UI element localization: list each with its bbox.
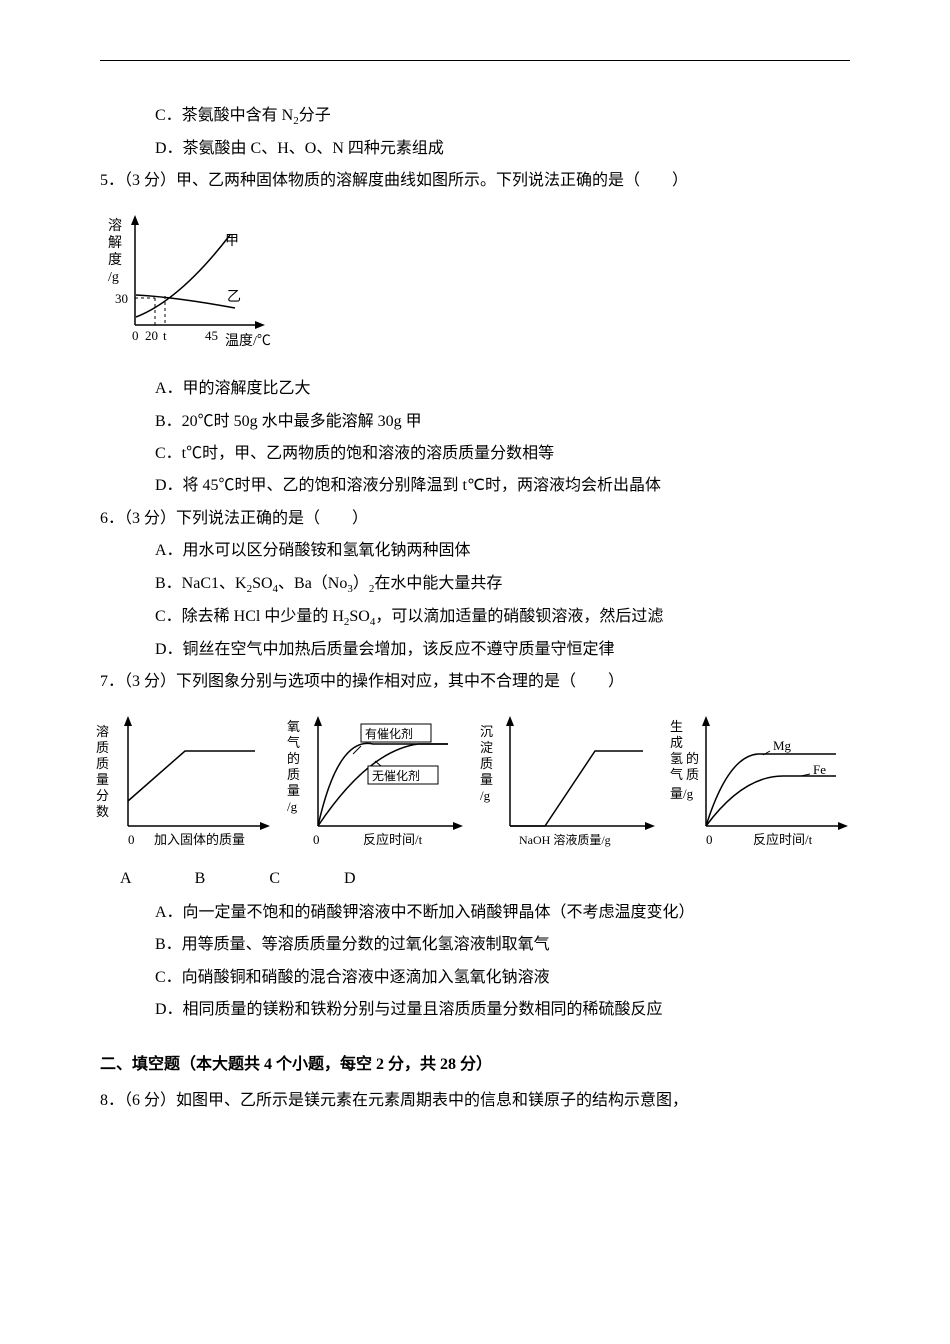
q5-option-d: D．将 45℃时甲、乙的饱和溶液分别降温到 t℃时，两溶液均会析出晶体 — [155, 471, 850, 501]
xlabel: 温度/℃ — [225, 333, 271, 349]
svg-text:气: 气 — [670, 767, 683, 782]
chart-c: 沉 淀 质 量 /g NaOH 溶液质量/g — [475, 706, 658, 856]
q4-option-d: D．茶氨酸由 C、H、O、N 四种元素组成 — [155, 134, 850, 164]
svg-text:/g: /g — [480, 788, 491, 803]
line-jia-label: 甲 — [225, 234, 239, 249]
svg-text:量/g: 量/g — [670, 786, 694, 801]
line-yi-label: 乙 — [227, 289, 241, 305]
svg-text:氢: 氢 — [670, 751, 683, 766]
q6-option-d: D．铜丝在空气中加热后质量会增加，该反应不遵守质量守恒定律 — [155, 635, 850, 665]
svg-text:量: 量 — [96, 772, 109, 787]
solubility-chart: 溶 解 度 /g 30 甲 乙 0 20 t 45 温度/℃ — [100, 205, 300, 355]
q4c-suffix: 分子 — [299, 107, 331, 124]
x-tick-45: 45 — [205, 328, 218, 343]
q4-option-c: C．茶氨酸中含有 N2分子 — [155, 101, 850, 132]
svg-text:反应时间/t: 反应时间/t — [363, 832, 423, 847]
svg-text:质: 质 — [96, 740, 109, 755]
svg-text:质: 质 — [480, 756, 493, 771]
q6-option-b: B．NaC1、K2SO4、Ba（No3）2在水中能大量共存 — [155, 569, 850, 600]
q7-option-a: A．向一定量不饱和的硝酸钾溶液中不断加入硝酸钾晶体（不考虑温度变化） — [155, 898, 850, 928]
q5-stem-text: 5．（3 分）甲、乙两种固体物质的溶解度曲线如图所示。下列说法正确的是（ ） — [100, 172, 688, 189]
q7-chart-labels: A B C D — [120, 864, 850, 894]
svg-text:0: 0 — [706, 832, 713, 847]
q7-stem: 7．（3 分）下列图象分别与选项中的操作相对应，其中不合理的是（ ） — [100, 667, 850, 697]
svg-text:/g: /g — [287, 799, 298, 814]
svg-text:淀: 淀 — [480, 740, 493, 755]
svg-text:数: 数 — [96, 804, 109, 819]
svg-text:质: 质 — [287, 767, 300, 782]
svg-text:无催化剂: 无催化剂 — [372, 768, 420, 783]
svg-text:沉: 沉 — [480, 724, 493, 739]
q6-stem: 6．（3 分）下列说法正确的是（ ） — [100, 504, 850, 534]
svg-text:生: 生 — [670, 719, 683, 734]
section-2-title: 二、填空题（本大题共 4 个小题，每空 2 分，共 28 分） — [100, 1050, 850, 1080]
svg-text:量: 量 — [480, 772, 493, 787]
svg-text:溶: 溶 — [96, 724, 109, 739]
q5-option-c: C．t℃时，甲、乙两物质的饱和溶液的溶质质量分数相等 — [155, 439, 850, 469]
svg-text:NaOH 溶液质量/g: NaOH 溶液质量/g — [519, 832, 611, 847]
q4d-text: D．茶氨酸由 C、H、O、N 四种元素组成 — [155, 140, 444, 157]
svg-text:Fe: Fe — [813, 762, 826, 777]
svg-text:加入固体的质量: 加入固体的质量 — [154, 832, 245, 847]
svg-text:分: 分 — [96, 788, 109, 803]
svg-text:质: 质 — [96, 756, 109, 771]
x-tick-0: 0 — [132, 328, 139, 343]
chart-d: 生 成 氢 气 的 质 量/g Mg Fe 0 反应时间/t — [668, 706, 851, 856]
q7-charts-row: 溶 质 质 量 分 数 0 加入固体的质量 氧 气 的 质 量 /g 有催化剂 … — [90, 706, 850, 856]
svg-text:量: 量 — [287, 783, 300, 798]
svg-text:气: 气 — [287, 735, 300, 750]
chart-a: 溶 质 质 量 分 数 0 加入固体的质量 — [90, 706, 273, 856]
svg-text:氧: 氧 — [287, 719, 300, 734]
page-top-rule — [100, 60, 850, 61]
ylabel-char2: 解 — [108, 235, 122, 251]
q4c-text: C．茶氨酸中含有 N — [155, 107, 293, 124]
q8-stem: 8．（6 分）如图甲、乙所示是镁元素在元素周期表中的信息和镁原子的结构示意图， — [100, 1086, 850, 1116]
x-tick-t: t — [163, 328, 167, 343]
q5-option-b: B．20℃时 50g 水中最多能溶解 30g 甲 — [155, 407, 850, 437]
q5-stem: 5．（3 分）甲、乙两种固体物质的溶解度曲线如图所示。下列说法正确的是（ ） — [100, 166, 850, 196]
q7-option-b: B．用等质量、等溶质质量分数的过氧化氢溶液制取氧气 — [155, 930, 850, 960]
q7-option-c: C．向硝酸铜和硝酸的混合溶液中逐滴加入氢氧化钠溶液 — [155, 963, 850, 993]
svg-text:成: 成 — [670, 735, 683, 750]
q6-option-c: C．除去稀 HCl 中少量的 H2SO4，可以滴加适量的硝酸钡溶液，然后过滤 — [155, 602, 850, 633]
ylabel-char1: 溶 — [108, 218, 122, 234]
q6-option-a: A．用水可以区分硝酸铵和氢氧化钠两种固体 — [155, 536, 850, 566]
svg-text:有催化剂: 有催化剂 — [365, 726, 413, 741]
y-tick-30: 30 — [115, 291, 128, 306]
svg-text:的: 的 — [287, 751, 300, 766]
svg-text:反应时间/t: 反应时间/t — [753, 832, 813, 847]
q7-option-d: D．相同质量的镁粉和铁粉分别与过量且溶质质量分数相同的稀硫酸反应 — [155, 995, 850, 1025]
ylabel-char4: /g — [108, 270, 119, 285]
chart-b: 氧 气 的 质 量 /g 有催化剂 无催化剂 0 反应时间/t — [283, 706, 466, 856]
q5-chart: 溶 解 度 /g 30 甲 乙 0 20 t 45 温度/℃ — [100, 205, 850, 366]
q5-option-a: A．甲的溶解度比乙大 — [155, 374, 850, 404]
svg-text:0: 0 — [128, 832, 135, 847]
svg-text:质: 质 — [686, 767, 699, 782]
x-tick-20: 20 — [145, 328, 158, 343]
ylabel-char3: 度 — [108, 252, 122, 268]
svg-text:0: 0 — [313, 832, 320, 847]
svg-text:Mg: Mg — [773, 738, 792, 753]
svg-text:的: 的 — [686, 751, 699, 766]
